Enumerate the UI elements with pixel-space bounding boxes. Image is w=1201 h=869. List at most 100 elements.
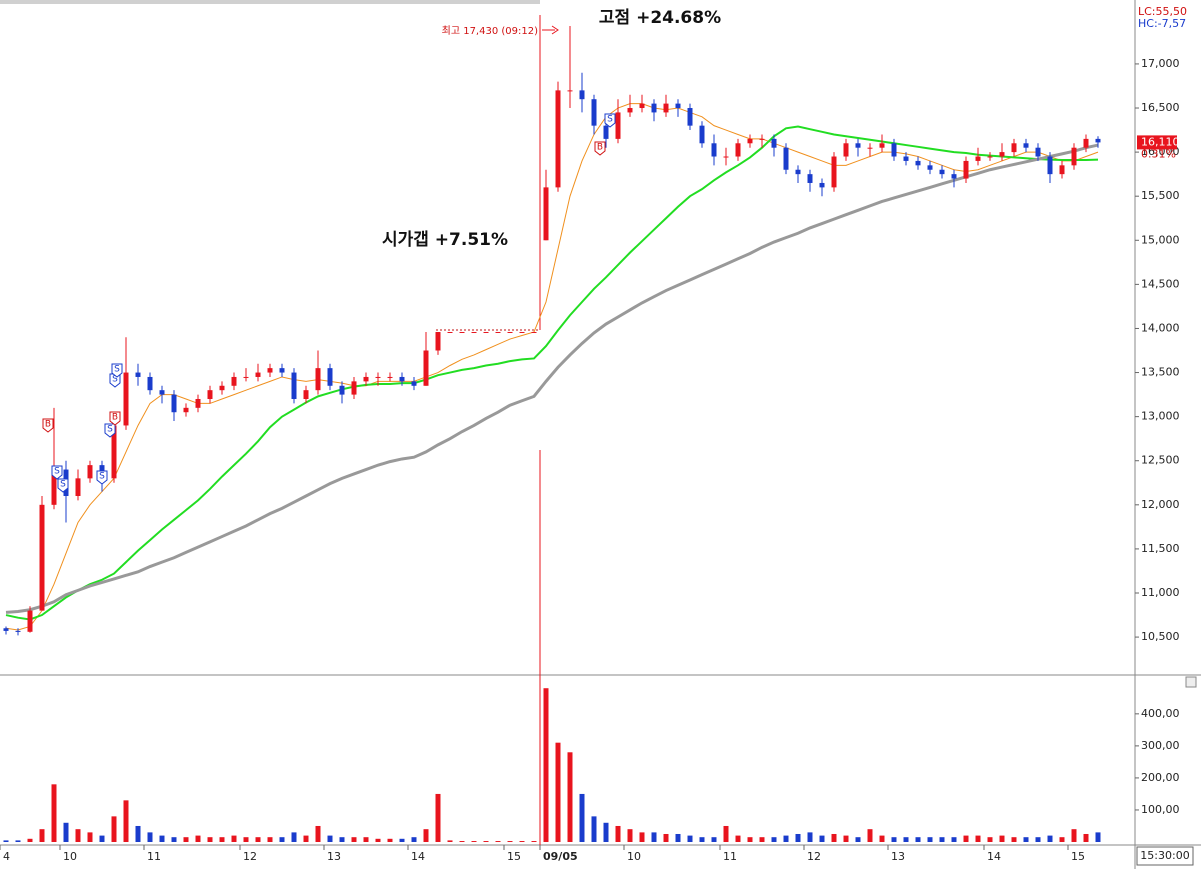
- x-tick-label: 10: [63, 850, 77, 863]
- signal-marker: [594, 141, 606, 156]
- candle-body: [1071, 147, 1077, 166]
- candle-body: [1011, 143, 1017, 153]
- time-box: [1136, 846, 1194, 866]
- volume-bar: [999, 835, 1005, 842]
- candle-body: [615, 112, 621, 139]
- y-tick-label: 11,000: [1141, 586, 1180, 599]
- signal-label: S: [107, 425, 113, 435]
- candle-body: [867, 147, 873, 149]
- indicator: HC:-7,57: [1138, 17, 1186, 30]
- y-tick-label: 15,000: [1141, 233, 1180, 246]
- candle-body: [567, 90, 573, 92]
- volume-bar: [771, 837, 777, 842]
- candle-body: [255, 372, 261, 377]
- candle-body: [555, 90, 561, 188]
- candle-body: [75, 478, 81, 496]
- y-tick-label: 10,500: [1141, 630, 1180, 643]
- candle-body: [267, 368, 273, 373]
- volume-bar: [951, 837, 957, 842]
- volume-bar: [75, 829, 81, 842]
- y-tick-label: 200,00: [1141, 771, 1180, 784]
- volume-bar: [507, 841, 513, 842]
- volume-bar: [807, 832, 813, 842]
- x-tick-label: 4: [3, 850, 10, 863]
- candle-body: [651, 103, 657, 113]
- volume-bar: [699, 837, 705, 842]
- volume-bar: [663, 833, 669, 842]
- candle-body: [783, 147, 789, 170]
- candle-body: [747, 138, 753, 144]
- candle-body: [1023, 143, 1029, 148]
- volume-bar: [495, 841, 501, 842]
- candle-body: [639, 103, 645, 109]
- signal-label: S: [114, 365, 120, 375]
- candle-body: [483, 331, 489, 333]
- candle-body: [387, 376, 393, 378]
- volume-bar: [855, 837, 861, 842]
- candle-body: [207, 390, 213, 400]
- candle-body: [87, 465, 93, 479]
- candle-body: [315, 368, 321, 391]
- volume-bar: [927, 837, 933, 842]
- candle-body: [15, 630, 21, 632]
- time-label: 15:30:00: [1140, 849, 1189, 862]
- candle-body: [891, 143, 897, 157]
- pane-button[interactable]: [1185, 676, 1197, 688]
- volume-bar: [435, 793, 441, 842]
- volume-bar: [99, 835, 105, 842]
- candle-body: [375, 376, 381, 378]
- signal-label: B: [597, 143, 603, 153]
- volume-bar: [315, 825, 321, 842]
- candle-body: [999, 152, 1005, 157]
- volume-bar: [615, 825, 621, 842]
- candle-body: [147, 376, 153, 391]
- volume-bar: [747, 837, 753, 842]
- candle-body: [735, 143, 741, 157]
- volume-bar: [303, 835, 309, 842]
- candle-body: [1035, 147, 1041, 157]
- candle-body: [699, 125, 705, 144]
- candle-body: [231, 376, 237, 386]
- volume-bar: [603, 822, 609, 842]
- volume-bar: [711, 837, 717, 842]
- candle-body: [1047, 156, 1053, 175]
- volume-bar: [963, 835, 969, 842]
- volume-bar: [339, 837, 345, 842]
- candle-body: [711, 143, 717, 157]
- x-tick-label: 12: [807, 850, 821, 863]
- candle-body: [459, 331, 465, 333]
- volume-bar: [207, 837, 213, 842]
- volume-bar: [579, 793, 585, 842]
- volume-bar: [975, 835, 981, 842]
- candle-body: [807, 174, 813, 183]
- volume-bar: [267, 837, 273, 842]
- volume-bar: [3, 840, 9, 842]
- volume-bar: [195, 835, 201, 842]
- candle-body: [939, 169, 945, 175]
- volume-bar: [279, 837, 285, 842]
- volume-bar: [399, 838, 405, 842]
- candle-body: [435, 331, 441, 351]
- volume-bar: [63, 822, 69, 842]
- candle-body: [927, 165, 933, 170]
- high-arrow-head: [551, 25, 559, 35]
- signal-label: S: [54, 467, 60, 477]
- candle-body: [987, 156, 993, 158]
- signal-label: B: [45, 420, 51, 430]
- volume-bar: [783, 835, 789, 842]
- signal-label: S: [60, 480, 66, 490]
- y-tick-label: 15,500: [1141, 189, 1180, 202]
- volume-bar: [423, 829, 429, 842]
- candle-body: [531, 331, 537, 333]
- candle-body: [27, 610, 33, 632]
- indicator: LC:55,50: [1138, 5, 1187, 18]
- volume-bar: [411, 837, 417, 842]
- volume-bar: [867, 829, 873, 842]
- candle-body: [39, 504, 45, 611]
- volume-bar: [891, 837, 897, 842]
- candle-body: [279, 368, 285, 373]
- volume-bar: [531, 841, 537, 842]
- volume-bar: [675, 833, 681, 842]
- candle-body: [291, 372, 297, 400]
